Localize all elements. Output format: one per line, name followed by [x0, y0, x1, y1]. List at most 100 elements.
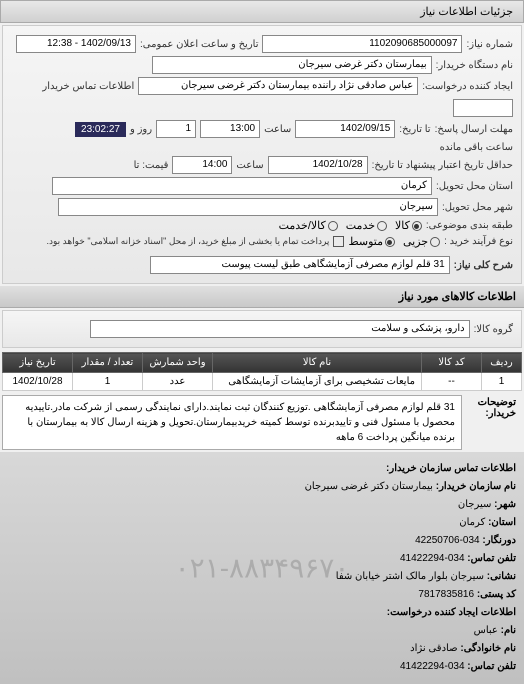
group-label: گروه کالا: [474, 324, 513, 335]
public-date-label: تاریخ و ساعت اعلان عمومی: [140, 39, 259, 50]
col-qty: تعداد / مقدار [73, 353, 143, 373]
radio-icon [377, 221, 387, 231]
requester-value: عباس صادقی نژاد راننده بیمارستان دکتر غر… [138, 77, 418, 95]
contact-address-value: سیرجان بلوار مالک اشتر خیابان شفا [336, 571, 484, 582]
city-value: سیرجان [58, 198, 438, 216]
col-rownum: ردیف [482, 353, 522, 373]
contact-postal-row: کد پستی: 7817835816 [8, 586, 516, 604]
budget-radio-both[interactable]: کالا/خدمت [279, 219, 338, 232]
contact-fax-row: دورنگار: 034-42250706 [8, 532, 516, 550]
response-deadline-label: مهلت ارسال پاسخ: [435, 124, 513, 135]
delivery-time-value: 14:00 [172, 156, 232, 174]
radio-icon [430, 237, 440, 247]
province-label: استان محل تحویل: [436, 181, 513, 192]
radio-icon [385, 237, 395, 247]
delivery-time-label: ساعت [236, 160, 263, 171]
request-details-section: شماره نیاز: 1102090685000097 تاریخ و ساع… [2, 25, 522, 284]
contact-address-label: نشانی: [487, 571, 516, 582]
buyer-org-value: بیمارستان دکتر غرضی سیرجان [152, 56, 432, 74]
contact-address-row: نشانی: سیرجان بلوار مالک اشتر خیابان شفا [8, 568, 516, 586]
cell-code: -- [422, 373, 482, 391]
contact-org-row: نام سازمان خریدار: بیمارستان دکتر غرضی س… [8, 478, 516, 496]
creator-surname-row: نام خانوادگی: صادقی نژاد [8, 640, 516, 658]
contact-org-label: نام سازمان خریدار: [436, 481, 516, 492]
days-label: روز و [130, 124, 152, 135]
buyer-contact-label: اطلاعات تماس خریدار [42, 81, 134, 92]
creator-title: اطلاعات ایجاد کننده درخواست: [387, 607, 516, 618]
city-label: شهر محل تحویل: [442, 202, 513, 213]
budget-radio-kala[interactable]: کالا [395, 219, 422, 232]
contact-province-value: کرمان [459, 517, 485, 528]
treasury-checkbox[interactable] [333, 236, 344, 247]
budget-opt3-label: کالا/خدمت [279, 219, 326, 232]
price-label: قیمت: تا [134, 160, 169, 171]
cell-date: 1402/10/28 [3, 373, 73, 391]
buyer-org-label: نام دستگاه خریدار: [436, 60, 513, 71]
tab-title: جزئیات اطلاعات نیاز [420, 6, 513, 18]
contact-org-value: بیمارستان دکتر غرضی سیرجان [305, 481, 433, 492]
creator-phone-value: 034-41422294 [400, 661, 465, 672]
creator-surname-value: صادقی نژاد [410, 643, 457, 654]
cell-qty: 1 [73, 373, 143, 391]
col-date: تاریخ نیاز [3, 353, 73, 373]
response-date-value: 1402/09/15 [295, 120, 395, 138]
budget-opt2-label: خدمت [346, 219, 375, 232]
group-value: دارو، پزشکی و سلامت [90, 320, 470, 338]
delivery-date-value: 1402/10/28 [268, 156, 368, 174]
goods-section-title: اطلاعات کالاهای مورد نیاز [0, 286, 524, 308]
col-unit: واحد شمارش [143, 353, 213, 373]
contact-city-label: شهر: [494, 499, 516, 510]
contact-province-row: استان: کرمان [8, 514, 516, 532]
contact-fax-label: دورنگار: [482, 535, 516, 546]
cell-name: مایعات تشخیصی برای آزمایشات آزمایشگاهی [213, 373, 422, 391]
process-type-label: نوع فرآیند خرید : [444, 236, 513, 247]
contact-postal-value: 7817835816 [418, 589, 474, 600]
process-opt1-label: جزیی [403, 235, 428, 248]
requester-label: ایجاد کننده درخواست: [422, 81, 513, 92]
contact-info: اطلاعات تماس سازمان خریدار: نام سازمان خ… [8, 460, 516, 676]
budget-radio-khedmat[interactable]: خدمت [346, 219, 387, 232]
table-row: 1 -- مایعات تشخیصی برای آزمایشات آزمایشگ… [3, 373, 522, 391]
creator-name-row: نام: عباس [8, 622, 516, 640]
creator-title-row: اطلاعات ایجاد کننده درخواست: [8, 604, 516, 622]
creator-surname-label: نام خانوادگی: [460, 643, 516, 654]
contact-section: ۰۲۱-۸۸۳۴۹۶۷۰ اطلاعات تماس سازمان خریدار:… [0, 452, 524, 684]
request-number-label: شماره نیاز: [466, 39, 513, 50]
contact-fax-value: 034-42250706 [415, 535, 480, 546]
days-value: 1 [156, 120, 196, 138]
budget-radio-group: کالا خدمت کالا/خدمت [279, 219, 422, 232]
cell-unit: عدد [143, 373, 213, 391]
tab-header: جزئیات اطلاعات نیاز [0, 0, 524, 23]
description-label: توضیحات خریدار: [462, 395, 522, 421]
creator-phone-row: تلفن تماس: 034-41422294 [8, 658, 516, 676]
process-note: پرداخت تمام یا بخشی از مبلغ خرید، از محل… [46, 236, 329, 247]
summary-label: شرح کلی نیاز: [454, 260, 513, 271]
creator-phone-label: تلفن تماس: [467, 661, 516, 672]
response-time-value: 13:00 [200, 120, 260, 138]
contact-section-title: اطلاعات تماس سازمان خریدار: [8, 460, 516, 478]
summary-value: 31 قلم لوازم مصرفی آزمایشگاهی طبق لیست پ… [150, 256, 450, 274]
contact-phone-row: تلفن تماس: 034-41422294 [8, 550, 516, 568]
buyer-contact-value[interactable] [453, 99, 513, 117]
contact-postal-label: کد پستی: [477, 589, 516, 600]
response-from-label: تا تاریخ: [399, 124, 430, 135]
budget-opt1-label: کالا [395, 219, 410, 232]
process-radio-medium[interactable]: متوسط [348, 235, 395, 248]
radio-icon [412, 221, 422, 231]
goods-section: گروه کالا: دارو، پزشکی و سلامت [2, 310, 522, 348]
contact-city-row: شهر: سیرجان [8, 496, 516, 514]
process-radio-minor[interactable]: جزیی [403, 235, 440, 248]
col-code: کد کالا [422, 353, 482, 373]
cell-rownum: 1 [482, 373, 522, 391]
creator-name-value: عباس [474, 625, 498, 636]
contact-phone-label: تلفن تماس: [467, 553, 516, 564]
province-value: کرمان [52, 177, 432, 195]
goods-table: ردیف کد کالا نام کالا واحد شمارش تعداد /… [2, 352, 522, 391]
public-date-value: 1402/09/13 - 12:38 [16, 35, 136, 53]
contact-province-label: استان: [488, 517, 516, 528]
description-text: 31 قلم لوازم مصرفی آزمایشگاهی .توزیع کنن… [2, 395, 462, 450]
process-radio-group: جزیی متوسط [348, 235, 440, 248]
contact-phone-value: 034-41422294 [400, 553, 465, 564]
delivery-label: حداقل تاریخ اعتبار پیشنهاد تا تاریخ: [372, 160, 513, 171]
request-number-value: 1102090685000097 [262, 35, 462, 53]
